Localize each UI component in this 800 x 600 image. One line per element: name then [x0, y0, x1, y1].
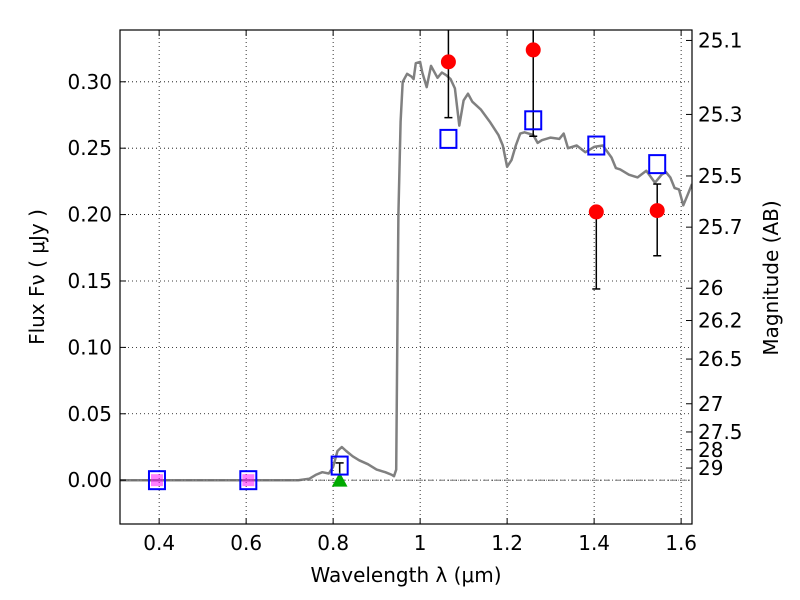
- model-photometry-point: [439, 128, 458, 149]
- x-tick-label: 1.6: [665, 531, 697, 555]
- right-tick-label: 26: [698, 276, 723, 300]
- x-tick-label: 0.4: [143, 531, 175, 555]
- right-tick-label: 26.2: [698, 309, 743, 333]
- data-point: [440, 54, 456, 70]
- series-layer: [120, 30, 692, 491]
- y-tick-label: 0.10: [67, 335, 112, 359]
- x-tick-label: 1.2: [491, 531, 523, 555]
- model-band-fill: [150, 474, 163, 487]
- axes: 0.4 0.6 0.8 1 1.2 1.4 1.6 0.00 0.05 0.10 0.15 0.20 0…: [67, 28, 742, 555]
- right-tick-label: 27.5: [698, 420, 743, 444]
- x-tick-label: 0.8: [317, 531, 349, 555]
- x-tick-label: 1.4: [578, 531, 610, 555]
- sed-line: [120, 60, 692, 482]
- right-tick-label: 26.5: [698, 347, 743, 371]
- right-tick-label: 25.3: [698, 102, 743, 126]
- right-tick-label: 25.1: [698, 28, 743, 52]
- plot-frame: [119, 29, 693, 525]
- model-photometry-point: [330, 455, 349, 476]
- y-tick-label: 0.20: [67, 203, 112, 227]
- y-tick-label: 0.00: [67, 468, 112, 492]
- model-photometry-point: [587, 135, 606, 156]
- y-tick-label: 0.30: [67, 70, 112, 94]
- x-tick-label: 0.6: [230, 531, 262, 555]
- right-axis-label: Magnitude (AB): [759, 200, 783, 355]
- data-point: [649, 203, 665, 219]
- right-tick-label: 27: [698, 392, 723, 416]
- right-tick-label: 29: [698, 456, 723, 480]
- model-photometry-point: [524, 110, 543, 131]
- y-axis-label: Flux Fν ( μJy ): [25, 209, 49, 345]
- y-tick-label: 0.05: [67, 402, 112, 426]
- model-photometry-point: [147, 470, 166, 491]
- data-point: [588, 204, 604, 220]
- y-tick-label: 0.15: [67, 269, 112, 293]
- upper-limit-marker: [331, 472, 348, 487]
- model-photometry-point: [239, 470, 258, 491]
- y-tick-label: 0.25: [67, 136, 112, 160]
- x-tick-label: 1: [414, 531, 427, 555]
- model-band-fill: [242, 474, 255, 487]
- right-tick-label: 25.5: [698, 164, 743, 188]
- right-tick-label: 25.7: [698, 215, 743, 239]
- grid: [120, 30, 692, 524]
- x-axis-label: Wavelength λ (μm): [310, 563, 501, 587]
- model-photometry-point: [648, 154, 667, 175]
- data-point: [525, 42, 541, 58]
- right-tick-label: 28: [698, 438, 723, 462]
